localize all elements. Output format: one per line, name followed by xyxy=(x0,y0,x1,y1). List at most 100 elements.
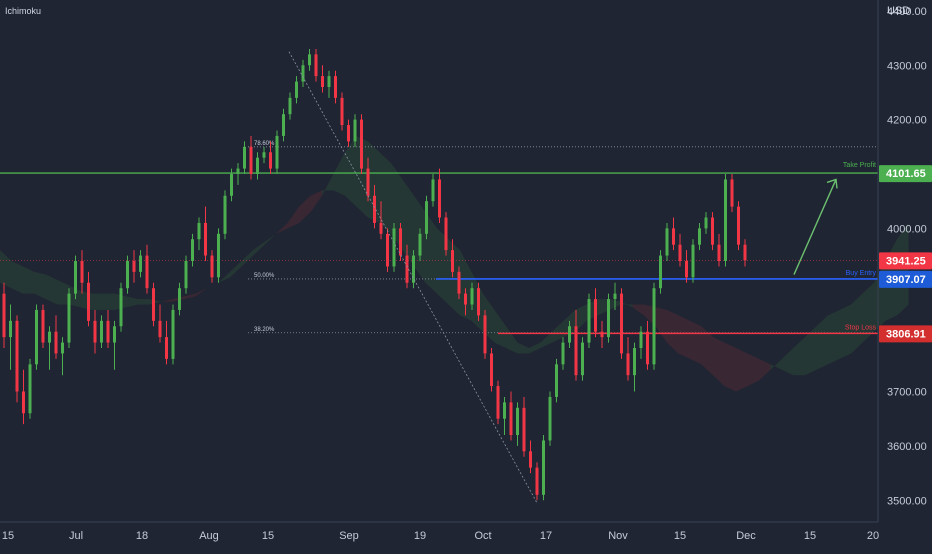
candle-body xyxy=(152,288,155,321)
candle-body xyxy=(490,353,493,387)
cloud-segment xyxy=(333,152,345,196)
x-tick-label: 15 xyxy=(2,530,14,542)
fib-level-label: 50.00% xyxy=(254,273,275,279)
candle-body xyxy=(613,293,617,300)
x-tick-label: Jul xyxy=(69,530,83,542)
candle-body xyxy=(626,353,630,376)
cloud-segment xyxy=(92,293,104,310)
candle-body xyxy=(724,179,727,261)
candle-body xyxy=(217,233,220,278)
cloud-segment xyxy=(655,307,667,343)
candle-body xyxy=(548,396,552,441)
fib-level-label: 78.60% xyxy=(254,141,275,147)
cloud-segment xyxy=(621,301,633,308)
cloud-segment xyxy=(460,250,472,321)
x-tick-label: 19 xyxy=(414,530,426,542)
cloud-segment xyxy=(759,358,771,381)
candle-body xyxy=(392,228,396,267)
y-tick-label: 3500.00 xyxy=(887,495,927,507)
cloud-segment xyxy=(713,337,725,387)
axes: 4400.004300.004200.004100.004000.003900.… xyxy=(0,0,932,542)
x-tick-label: Sep xyxy=(339,530,359,542)
x-tick-label: Nov xyxy=(608,530,628,542)
candle-body xyxy=(74,261,77,294)
candle-body xyxy=(633,348,636,376)
candle-body xyxy=(301,65,305,82)
candle-body xyxy=(704,217,708,229)
candle-body xyxy=(113,326,116,343)
buy-entry-price-value: 3907.07 xyxy=(886,274,926,286)
candle-body xyxy=(230,174,233,196)
candles xyxy=(2,48,747,501)
candle-body xyxy=(685,261,688,278)
cloud-segment xyxy=(540,331,552,348)
candle-body xyxy=(210,255,214,278)
cloud-segment xyxy=(184,293,196,300)
candle-body xyxy=(418,233,422,256)
candle-body xyxy=(678,244,682,261)
candle-body xyxy=(15,320,19,392)
candle-body xyxy=(412,255,415,283)
x-tick-label: 17 xyxy=(540,530,552,542)
candle-body xyxy=(119,288,123,327)
fib-trend-line xyxy=(288,51,538,504)
cloud-segment xyxy=(839,304,851,359)
cloud-segment xyxy=(690,320,702,365)
candle-body xyxy=(691,244,695,278)
cloud-segment xyxy=(506,326,518,354)
candle-body xyxy=(366,168,370,196)
y-tick-label: 4300.00 xyxy=(887,60,927,72)
candle-body xyxy=(191,239,194,261)
candle-body xyxy=(197,222,201,240)
cloud-segment xyxy=(218,271,230,283)
cloud-segment xyxy=(34,271,46,300)
candle-body xyxy=(139,255,142,272)
cloud-segment xyxy=(69,285,81,308)
cloud-segment xyxy=(0,250,12,289)
candle-body xyxy=(347,125,350,142)
candle-body xyxy=(106,320,110,343)
target-arrow xyxy=(793,179,837,275)
candle-body xyxy=(269,152,272,169)
cloud-segment xyxy=(230,261,242,278)
cloud-segment xyxy=(287,206,299,229)
cloud-segment xyxy=(632,304,644,316)
cloud-segment xyxy=(149,299,161,305)
cloud-segment xyxy=(782,348,794,376)
candle-body xyxy=(28,364,32,414)
cloud-segment xyxy=(23,266,35,294)
candle-body xyxy=(295,81,298,98)
cloud-segment xyxy=(80,290,92,310)
cloud-segment xyxy=(402,179,414,267)
cloud-segment xyxy=(517,342,529,354)
cloud-segment xyxy=(138,299,150,305)
cloud-segment xyxy=(552,320,564,343)
x-tick-label: 18 xyxy=(136,530,148,542)
cloud-segment xyxy=(701,326,713,376)
candle-body xyxy=(373,195,376,223)
candle-body xyxy=(568,326,571,343)
cloud-segment xyxy=(161,299,173,302)
candle-body xyxy=(399,228,402,256)
cloud-segment xyxy=(207,282,219,289)
stop-loss-price-value: 3806.91 xyxy=(886,328,926,340)
candle-body xyxy=(542,440,545,495)
candle-body xyxy=(178,288,181,310)
take-profit-price-value: 4101.65 xyxy=(886,168,926,180)
cloud-segment xyxy=(724,342,736,392)
x-tick-label: 15 xyxy=(262,530,274,542)
cloud-segment xyxy=(310,190,322,213)
candle-body xyxy=(665,228,669,256)
candle-body xyxy=(340,97,344,126)
buy-entry-label: Buy Entry xyxy=(846,270,877,277)
cloud-segment xyxy=(299,195,311,223)
candle-body xyxy=(41,309,45,343)
cloud-segment xyxy=(816,315,828,370)
cloud-segment xyxy=(126,296,138,308)
candle-body xyxy=(48,331,51,343)
cloud-segment xyxy=(678,315,690,359)
cloud-segment xyxy=(851,293,863,354)
cloud-segment xyxy=(862,282,874,343)
